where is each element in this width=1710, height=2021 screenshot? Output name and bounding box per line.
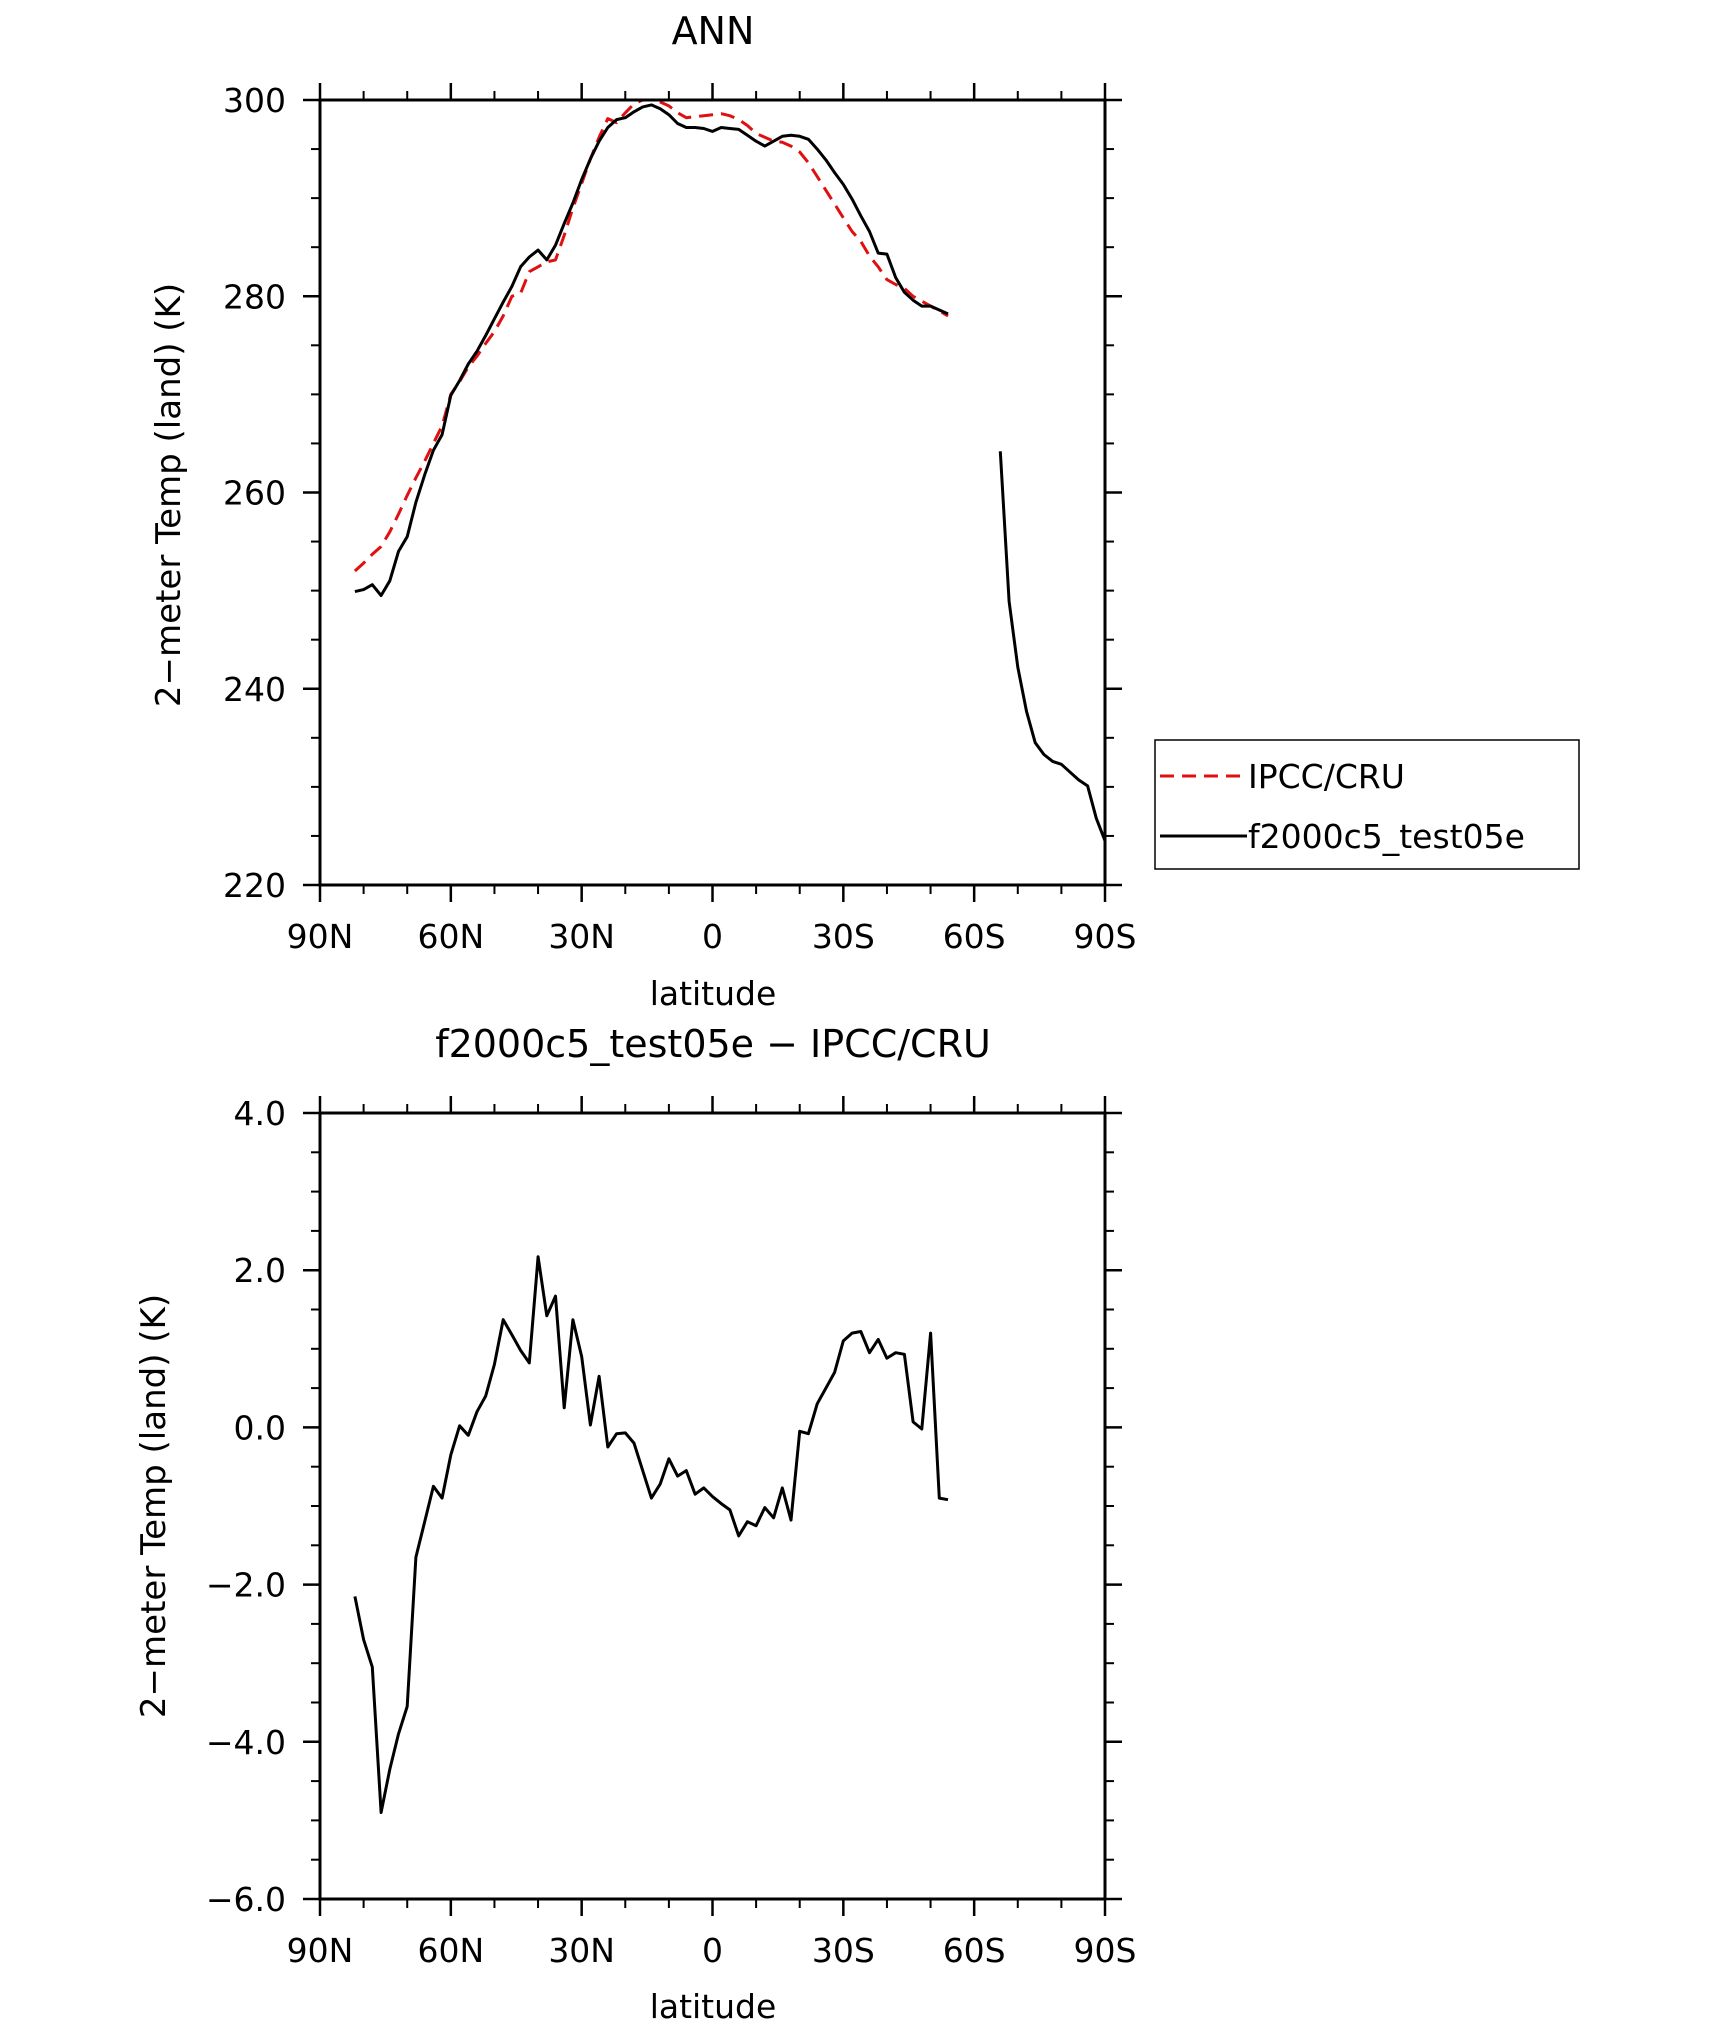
top-y-tick-label: 240 — [223, 670, 286, 709]
bottom-y-tick-label: −6.0 — [206, 1880, 286, 1919]
top-x-tick-label: 30S — [812, 917, 875, 956]
top-series-line-f2000c5-test05e — [354, 103, 1107, 842]
top-x-tick-labels: 90N 60N 30N 0 30S 60S 90S — [287, 917, 1137, 956]
top-x-tick-label: 0 — [702, 917, 723, 956]
bottom-x-tick-label: 90N — [287, 1931, 354, 1970]
bottom-y-tick-labels: −6.0 −4.0 −2.0 0.0 2.0 4.0 — [206, 1094, 286, 1919]
bottom-x-tick-label: 30N — [548, 1931, 615, 1970]
bottom-plot-frame — [318, 1111, 1107, 1901]
bottom-x-tick-label: 90S — [1074, 1931, 1137, 1970]
top-y-tick-label: 260 — [223, 474, 286, 513]
bottom-x-tick-label: 30S — [812, 1931, 875, 1970]
top-chart-title: ANN — [672, 9, 755, 53]
bottom-chart-title: f2000c5_test05e − IPCC/CRU — [435, 1022, 991, 1066]
top-x-tick-label: 90S — [1074, 917, 1137, 956]
bottom-x-tick-label: 0 — [702, 1931, 723, 1970]
top-plot-frame — [318, 98, 1107, 887]
bottom-x-tick-label: 60N — [417, 1931, 484, 1970]
bottom-x-axis-label: latitude — [650, 1987, 777, 2021]
legend-label-ipcc-cru: IPCC/CRU — [1248, 757, 1405, 796]
top-series-line-ipcc-cru — [353, 98, 949, 573]
bottom-axis-ticks — [303, 1096, 1122, 1916]
top-y-tick-labels: 220 240 260 280 300 — [223, 81, 286, 905]
top-x-tick-label: 30N — [548, 917, 615, 956]
top-y-axis-label: 2−meter Temp (land) (K) — [149, 283, 189, 707]
bottom-y-axis-label: 2−meter Temp (land) (K) — [134, 1294, 174, 1718]
bottom-y-tick-label: 2.0 — [234, 1251, 286, 1290]
top-panel: ANN 2−meter Temp (land) (K) latitude 90N… — [149, 9, 1136, 1013]
top-x-tick-label: 90N — [287, 917, 354, 956]
top-x-axis-label: latitude — [650, 974, 777, 1013]
legend-box — [1154, 739, 1580, 870]
top-y-tick-label: 220 — [223, 866, 286, 905]
top-x-tick-label: 60S — [943, 917, 1006, 956]
top-x-tick-label: 60N — [417, 917, 484, 956]
bottom-panel: f2000c5_test05e − IPCC/CRU 2−meter Temp … — [134, 1022, 1136, 2021]
bottom-y-tick-label: −2.0 — [206, 1566, 286, 1605]
bottom-x-tick-label: 60S — [943, 1931, 1006, 1970]
top-y-tick-label: 280 — [223, 277, 286, 316]
top-axis-ticks — [303, 83, 1122, 902]
bottom-x-tick-labels: 90N 60N 30N 0 30S 60S 90S — [287, 1931, 1137, 1970]
bottom-series-line-difference — [353, 1255, 949, 1814]
top-series-lines — [353, 98, 1107, 842]
bottom-y-tick-label: −4.0 — [206, 1723, 286, 1762]
bottom-y-tick-label: 4.0 — [234, 1094, 286, 1133]
legend-label-f2000c5-test05e: f2000c5_test05e — [1248, 817, 1525, 856]
top-y-tick-label: 300 — [223, 81, 286, 120]
bottom-y-tick-label: 0.0 — [234, 1408, 286, 1447]
legend: IPCC/CRU f2000c5_test05e — [1154, 739, 1580, 870]
bottom-series-lines — [353, 1255, 949, 1814]
